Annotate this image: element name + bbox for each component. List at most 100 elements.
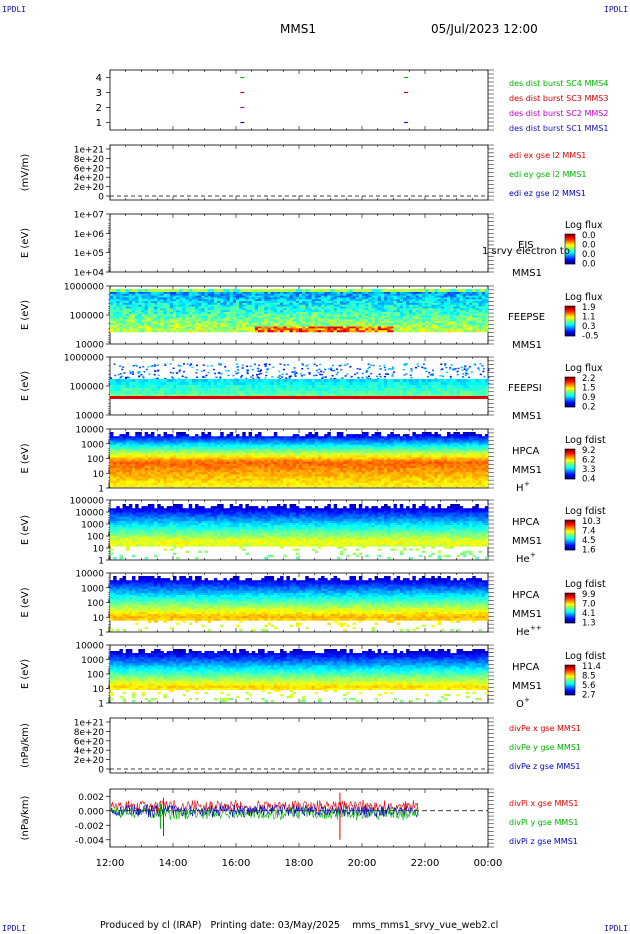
feeps-e-cell [406,326,410,329]
feeps-e-cell [254,321,259,324]
feeps-e-cell [201,326,205,329]
feeps-e-cell [157,297,161,300]
feeps-i-cell [384,382,388,386]
feeps-e-cell [160,304,164,307]
feeps-e-cell [450,299,454,302]
feeps-e-cell [362,315,366,318]
feeps-i-cell [478,382,482,386]
feeps-e-cell [396,293,401,296]
feeps-e-cell [119,289,123,292]
feeps-e-cell [425,328,429,331]
feeps-e-cell [402,297,407,300]
feeps-e-cell [314,289,319,292]
feeps-e-cell [412,330,416,333]
feeps-i-cell [425,379,429,383]
feeps-e-cell [355,328,360,331]
feeps-e-cell [179,322,183,326]
feeps-e-cell [125,299,130,302]
hpca_h-cell [113,448,117,452]
feeps_i-colorbar-cell [565,392,575,394]
hpca_h-cell [125,436,130,439]
eis-colorbar-cell [565,246,575,248]
feeps-e-cell [176,292,180,295]
feeps-e-cell [119,304,123,307]
feeps-i-cell [201,391,205,395]
feeps-e-cell [210,302,215,306]
feeps-e-cell [437,330,442,333]
hpca_h-cell [135,476,139,479]
feeps-e-cell [147,324,152,327]
hpca_h-cell [135,482,139,486]
feeps-e-cell [119,293,123,296]
feeps-e-cell [402,301,407,304]
feeps-e-cell [365,289,369,292]
feeps-e-cell [160,292,164,295]
feeps_i-colorbar-cell [565,377,575,379]
feeps-e-cell [399,319,404,322]
feeps-e-cell [380,326,385,329]
feeps-i-cell [132,385,136,389]
feeps-e-cell [393,324,397,327]
hpca_h-cell [116,459,120,462]
feeps-e-cell [292,304,297,307]
feeps-e-cell [324,326,328,329]
feeps-e-cell [346,328,350,331]
feeps-e-cell [245,301,249,304]
feeps-e-cell [371,322,375,326]
feeps-e-cell [396,295,401,298]
feeps-i-cell [387,382,391,386]
feeps-i-cell [239,394,243,398]
eis-colorbar-cell [565,254,575,256]
feeps-e-cell [239,289,243,292]
feeps-i-speck [426,375,429,378]
feeps-i-cell [469,379,473,383]
feeps-e-cell [122,319,127,322]
feeps-e-cell [289,297,293,300]
feeps-e-cell [188,330,193,333]
feeps-i-speck [113,363,116,365]
feeps-e-cell [302,326,306,329]
feeps-e-cell [264,313,268,316]
feeps-e-cell [459,312,464,315]
feeps-e-cell [437,308,442,311]
feeps-e-cell [144,295,149,298]
feeps-e-cell [179,292,183,295]
feeps-i-speck [340,364,343,367]
feeps-e-cell [352,328,356,331]
feeps-e-cell [339,304,344,307]
feeps-i-cell [421,394,426,398]
feeps-i-speck [421,366,424,369]
feeps-e-cell [472,313,476,316]
feeps-e-cell [472,322,476,326]
feeps-e-cell [390,310,394,313]
feeps-i-cell [141,391,145,395]
feeps-e-cell [374,319,379,322]
feeps-e-cell [399,312,404,315]
feeps-e-cell [242,302,246,306]
feeps-i-cell [339,379,344,383]
feeps-i-cell [113,382,117,386]
feeps-e-cell [138,322,142,326]
feeps-i-cell [425,394,429,398]
feeps-e-cell [456,312,460,315]
feeps-i-cell [204,391,208,395]
feeps-e-cell [213,317,218,320]
feeps-e-cell [157,312,161,315]
feeps-e-cell [166,289,171,292]
feeps-e-cell [475,324,479,327]
feeps-e-cell [251,315,256,318]
feeps-e-cell [188,299,193,302]
feeps-i-speck [132,365,135,367]
feeps_e-colorbar-cell [565,334,575,336]
feeps-e-cell [387,322,391,326]
feeps-e-cell [324,299,328,302]
feeps-e-cell [286,302,290,306]
feeps-e-cell [223,301,227,304]
feeps-e-cell [185,328,190,331]
feeps-i-speck [467,367,470,370]
feeps-i-speck [402,369,405,371]
hpca_h-cell [135,478,139,481]
feeps-i-cell [305,391,309,395]
feeps-e-cell [456,326,460,329]
